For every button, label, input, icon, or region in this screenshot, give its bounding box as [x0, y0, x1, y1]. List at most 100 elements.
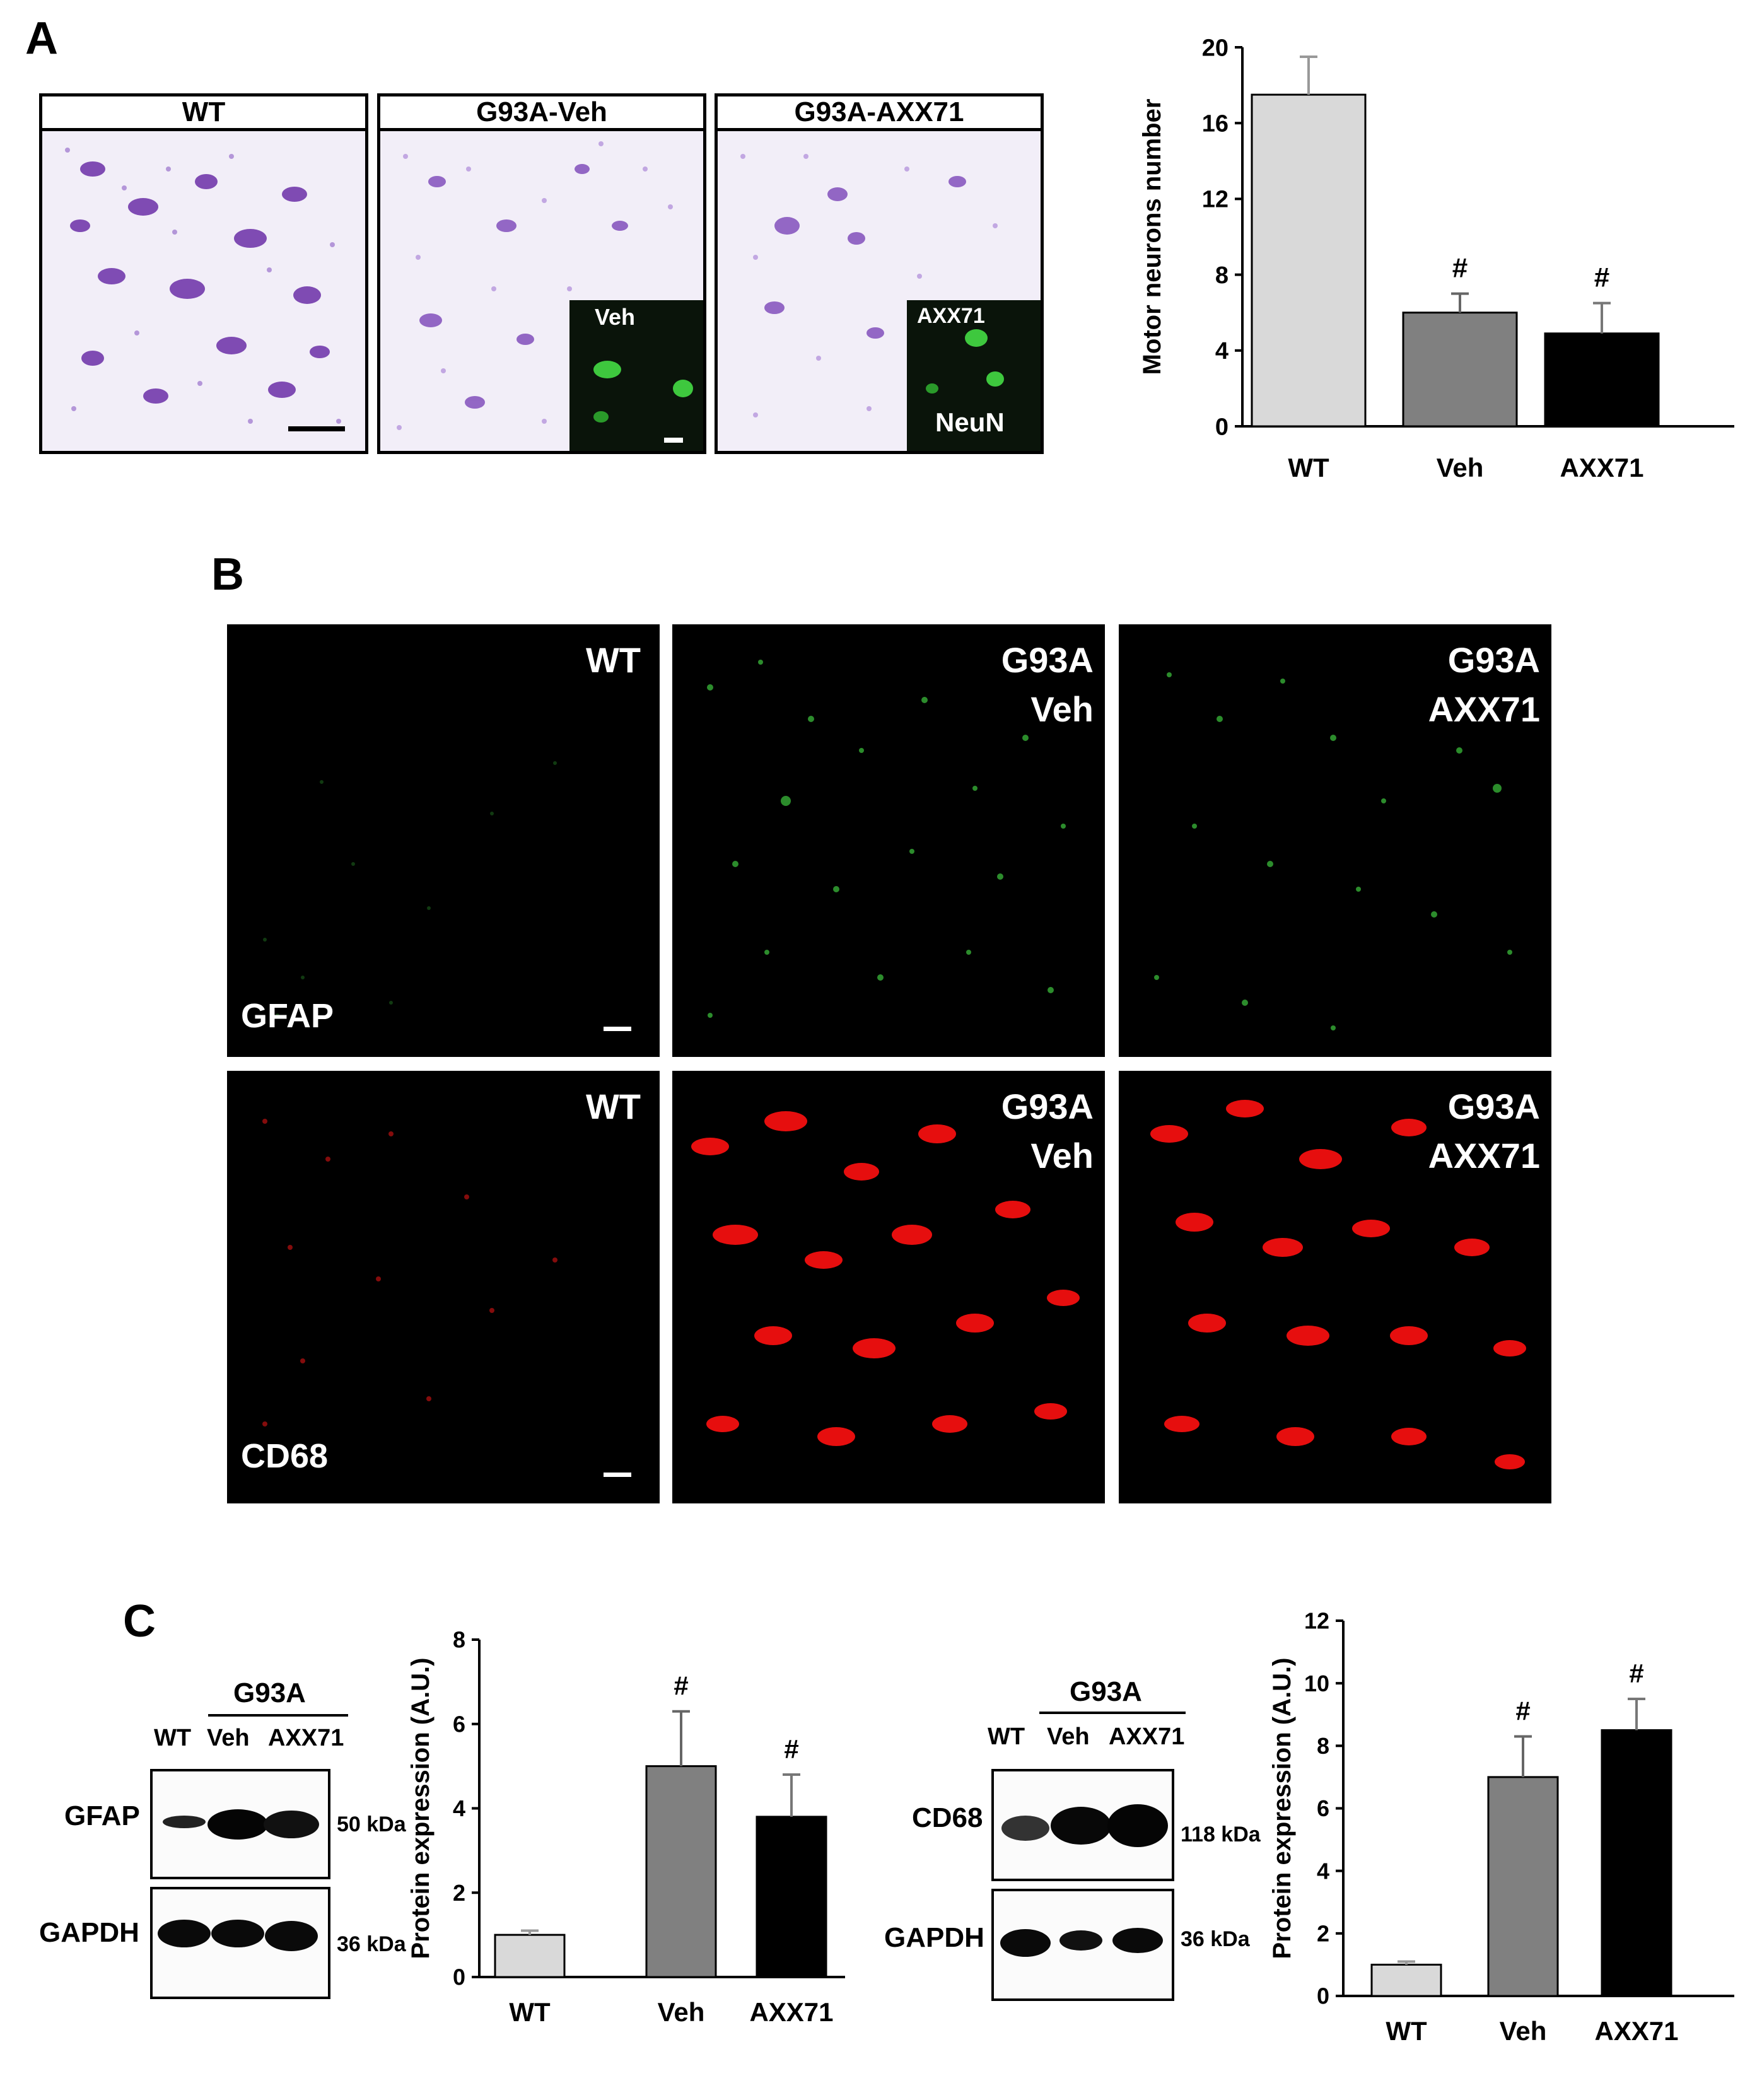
group-underline — [1039, 1712, 1186, 1714]
inset-label: AXX71 — [917, 304, 985, 328]
y-tick-label: 8 — [1317, 1733, 1329, 1759]
image-label: G93A AXX71 — [1428, 1082, 1540, 1181]
bar-wt — [494, 1934, 566, 1978]
cd68-signal — [1150, 1100, 1526, 1469]
lane-label-veh: Veh — [1047, 1724, 1090, 1750]
x-tick-label-veh: Veh — [1500, 2016, 1547, 2046]
image-label: G93A AXX71 — [1428, 636, 1540, 734]
nissl-stain-field: AXX71 NeuN — [718, 131, 1041, 451]
marker-label: CD68 — [241, 1437, 329, 1475]
blot-bands — [163, 1809, 319, 1840]
gfap-expression-chart: 0 2 4 6 8 Protein expression (A.U.) WT # Veh # AXX… — [407, 1627, 845, 2027]
gfap-signal — [1154, 672, 1512, 1030]
y-tick-label: 8 — [453, 1627, 465, 1653]
image-label-line1: G93A — [1001, 640, 1094, 680]
significance-marker: # — [674, 1671, 688, 1701]
blot-bands — [1001, 1804, 1168, 1847]
image-label-line2: AXX71 — [1428, 1136, 1540, 1175]
y-tick-label: 6 — [1317, 1795, 1329, 1821]
x-tick-label-axx71: AXX71 — [749, 1997, 833, 2027]
blot-target-label: CD68 — [912, 1802, 983, 1833]
gfap-image-g93a-veh: G93A Veh — [672, 624, 1105, 1057]
nissl-image-g93a-axx71: G93A-AXX71 AXX71 NeuN — [715, 93, 1044, 454]
cd68-signal — [691, 1111, 1080, 1446]
y-tick-label: 4 — [1215, 338, 1229, 365]
lane-label-wt: WT — [154, 1725, 192, 1751]
nissl-cells — [397, 141, 673, 430]
blot-target-label: GFAP — [64, 1800, 140, 1831]
group-underline — [208, 1714, 348, 1717]
blot-control-label: GAPDH — [884, 1922, 984, 1953]
y-tick-label: 16 — [1202, 111, 1229, 137]
panel-label-a: A — [25, 13, 58, 64]
x-tick-label-veh: Veh — [658, 1997, 705, 2027]
image-title: G93A-AXX71 — [718, 96, 1041, 131]
significance-marker: # — [1594, 262, 1609, 293]
target-kda-label: 118 kDa — [1181, 1823, 1261, 1846]
image-label-line2: Veh — [1030, 1136, 1094, 1175]
image-label: WT — [585, 1087, 641, 1126]
bar-axx71 — [1544, 332, 1660, 428]
panel-label-c: C — [123, 1596, 156, 1647]
bar-axx71 — [756, 1816, 827, 1978]
image-label-line2: Veh — [1030, 689, 1094, 729]
neun-cells — [593, 361, 693, 443]
y-axis-label: Protein expression (A.U.) — [1268, 1658, 1296, 1959]
y-tick-label: 4 — [1317, 1858, 1329, 1884]
y-axis-label: Motor neurons number — [1138, 99, 1166, 375]
image-label-line2: AXX71 — [1428, 689, 1540, 729]
nissl-image-g93a-veh: G93A-Veh Veh — [377, 93, 706, 454]
image-label: WT — [585, 640, 641, 680]
lane-label-veh: Veh — [207, 1725, 250, 1751]
image-label-line1: G93A — [1447, 1087, 1540, 1126]
cd68-image-g93a-veh: G93A Veh — [672, 1071, 1105, 1503]
control-kda-label: 36 kDa — [337, 1932, 406, 1956]
nissl-stain-field: Veh — [380, 131, 703, 451]
x-tick-label-wt: WT — [1386, 2016, 1427, 2046]
gfap-image-wt: WT GFAP — [227, 624, 660, 1057]
inset-label: Veh — [595, 304, 636, 330]
image-title: WT — [42, 96, 365, 131]
motor-neuron-count-chart: 0 4 8 12 16 20 Motor neurons number WT # Veh # AXX7… — [1138, 35, 1734, 482]
y-tick-label: 2 — [453, 1880, 465, 1906]
cd68-signal — [262, 1119, 631, 1477]
bar-veh — [1402, 312, 1518, 428]
y-tick-label: 10 — [1304, 1671, 1329, 1696]
x-tick-label-veh: Veh — [1437, 453, 1484, 482]
y-tick-label: 20 — [1202, 35, 1229, 61]
neun-inset-axx71: AXX71 NeuN — [907, 300, 1041, 451]
lane-label-axx71: AXX71 — [268, 1725, 344, 1751]
y-tick-label: 6 — [453, 1711, 465, 1737]
cd68-image-wt: WT CD68 — [227, 1071, 660, 1503]
bar-axx71 — [1601, 1729, 1672, 1997]
image-label-line1: G93A — [1447, 640, 1540, 680]
cd68-expression-chart: 0 2 4 6 8 10 12 Protein expression (A.U.) WT # Veh… — [1268, 1608, 1734, 2046]
target-kda-label: 50 kDa — [337, 1812, 406, 1836]
blot-group-label: G93A — [1070, 1676, 1142, 1707]
gfap-blot-strip — [150, 1769, 330, 1879]
y-tick-label: 0 — [453, 1964, 465, 1990]
gapdh-blot-strip — [150, 1887, 330, 1999]
significance-marker: # — [1515, 1696, 1530, 1725]
y-axis-label: Protein expression (A.U.) — [407, 1658, 435, 1959]
image-title: G93A-Veh — [380, 96, 703, 131]
cd68-blot-strip — [991, 1769, 1174, 1881]
y-tick-label: 12 — [1304, 1608, 1329, 1634]
cd68-image-g93a-axx71: G93A AXX71 — [1119, 1071, 1551, 1503]
significance-marker: # — [784, 1734, 798, 1764]
y-tick-label: 4 — [453, 1795, 465, 1821]
bar-wt — [1251, 93, 1367, 428]
image-label-line1: G93A — [1001, 1087, 1094, 1126]
nissl-cells — [65, 148, 345, 431]
blot-bands — [1000, 1928, 1163, 1957]
blot-control-label: GAPDH — [39, 1917, 139, 1948]
bar-wt — [1370, 1963, 1442, 1997]
marker-label: GFAP — [241, 997, 334, 1035]
gapdh-blot-strip — [991, 1889, 1174, 2001]
x-tick-label-axx71: AXX71 — [1560, 453, 1643, 482]
y-tick-label: 8 — [1215, 262, 1229, 289]
x-tick-label-axx71: AXX71 — [1594, 2016, 1678, 2046]
significance-marker: # — [1629, 1659, 1643, 1688]
image-label: G93A Veh — [1001, 1082, 1094, 1181]
significance-marker: # — [1452, 253, 1468, 284]
